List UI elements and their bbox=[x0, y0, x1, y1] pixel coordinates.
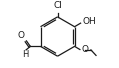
Text: H: H bbox=[22, 50, 29, 59]
Text: OH: OH bbox=[82, 17, 96, 26]
Text: O: O bbox=[81, 45, 88, 54]
Text: O: O bbox=[18, 31, 25, 40]
Text: Cl: Cl bbox=[53, 1, 62, 10]
